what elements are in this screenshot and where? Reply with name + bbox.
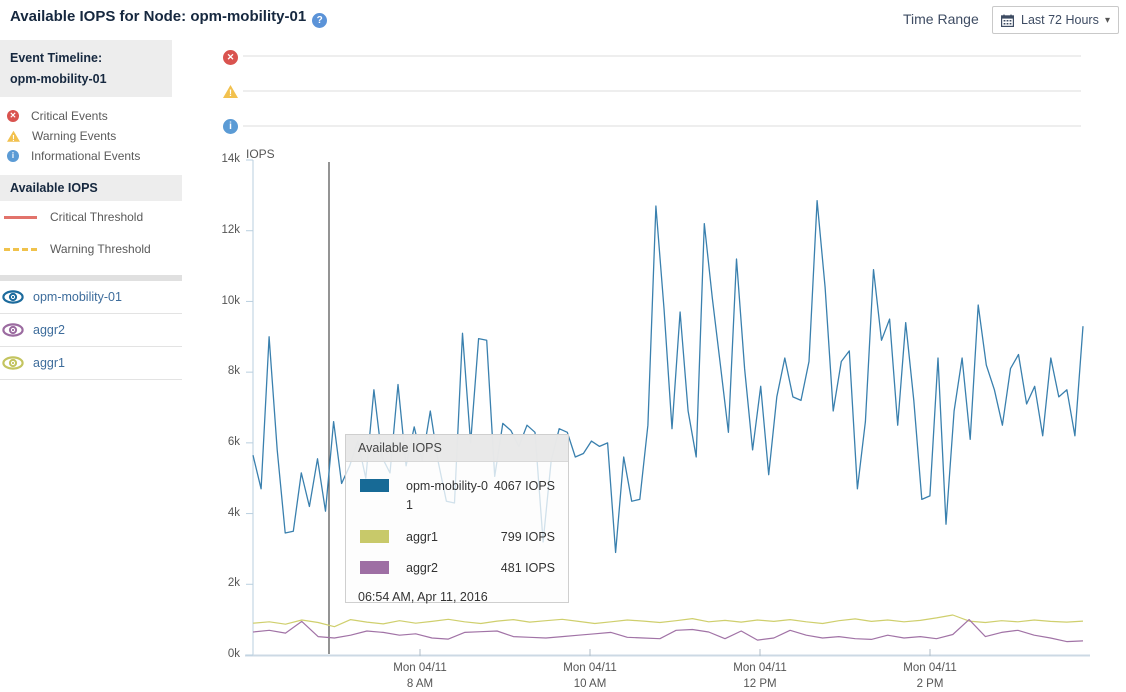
tooltip-series-name: aggr2	[406, 561, 438, 576]
warning-threshold-legend: Warning Threshold	[0, 233, 187, 265]
chevron-down-icon: ▾	[1104, 14, 1110, 26]
y-tick-label: 4k	[227, 507, 240, 519]
event-timeline-sidebar: Event Timeline: opm-mobility-01 ✕ Critic…	[0, 40, 187, 381]
legend-item-warning: ! Warning Events	[0, 126, 187, 146]
legend-label: Warning Events	[32, 129, 117, 144]
eye-icon	[2, 356, 24, 370]
tooltip-series-name: opm-mobility-01	[406, 479, 488, 512]
x-tick-date: Mon 04/11	[733, 662, 787, 674]
critical-threshold-legend: Critical Threshold	[0, 201, 187, 233]
x-tick-label: Mon 04/11 8 AM	[365, 660, 475, 692]
legend-label: Informational Events	[31, 149, 141, 164]
y-tick-label: 10k	[221, 295, 240, 307]
y-tick-label: 12k	[221, 224, 240, 236]
sidebar-divider	[0, 275, 182, 282]
event-timeline-title-line1: Event Timeline:	[10, 51, 103, 65]
tooltip-title: Available IOPS	[346, 435, 568, 462]
y-tick-label: 6k	[227, 436, 240, 448]
tooltip-series-value: 4067 IOPS	[493, 479, 555, 493]
available-iops-section-title: Available IOPS	[0, 175, 182, 202]
x-tick-date: Mon 04/11	[393, 662, 447, 674]
y-tick-label: 14k	[221, 153, 240, 165]
tooltip-row-aggr1: aggr1 799 IOPS	[358, 528, 556, 547]
eye-icon	[2, 323, 24, 337]
event-timeline-title-line2: opm-mobility-01	[10, 71, 107, 86]
y-axis-title: IOPS	[246, 147, 275, 161]
page-title-text: Available IOPS for Node: opm-mobility-01	[10, 8, 307, 25]
y-tick-label: 0k	[227, 648, 240, 660]
calendar-icon	[1001, 14, 1014, 27]
x-tick-label: Mon 04/11 10 AM	[535, 660, 645, 692]
x-tick-date: Mon 04/11	[563, 662, 617, 674]
series-color-swatch	[360, 561, 389, 575]
series-toggle-label: aggr2	[33, 323, 65, 338]
critical-circle-x-icon: ✕	[7, 110, 19, 123]
time-range-value: Last 72 Hours	[1021, 13, 1099, 27]
informational-lane-icon: i	[223, 119, 238, 134]
eye-icon	[2, 290, 24, 304]
tooltip-series-value: 481 IOPS	[500, 561, 555, 576]
time-range-dropdown[interactable]: Last 72 Hours ▾	[992, 6, 1119, 34]
x-tick-date: Mon 04/11	[903, 662, 957, 674]
warning-triangle-icon: !	[7, 130, 20, 142]
x-tick-label: Mon 04/11 2 PM	[875, 660, 985, 692]
series-toggle-opm-mobility-01[interactable]: opm-mobility-01	[0, 281, 182, 315]
threshold-label: Warning Threshold	[50, 242, 151, 257]
series-color-swatch	[360, 529, 389, 543]
page-title: Available IOPS for Node: opm-mobility-01…	[10, 8, 328, 28]
x-tick-time: 2 PM	[916, 678, 944, 691]
legend-item-informational: i Informational Events	[0, 146, 187, 166]
y-tick-label: 8k	[227, 365, 240, 377]
legend-item-critical: ✕ Critical Events	[0, 106, 187, 126]
chart-tooltip: Available IOPS opm-mobility-01 4067 IOPS…	[345, 434, 569, 604]
x-tick-time: 12 PM	[743, 678, 777, 691]
series-toggle-aggr1[interactable]: aggr1	[0, 347, 182, 381]
x-tick-time: 10 AM	[573, 678, 607, 691]
help-icon[interactable]: ?	[312, 13, 328, 28]
critical-threshold-swatch	[4, 215, 37, 219]
y-tick-label: 2k	[227, 577, 240, 589]
info-circle-icon: i	[7, 150, 19, 163]
series-color-swatch	[360, 479, 389, 492]
tooltip-row-aggr2: aggr2 481 IOPS	[358, 559, 556, 578]
warning-threshold-swatch	[4, 247, 37, 251]
event-timeline-title: Event Timeline: opm-mobility-01	[0, 40, 172, 98]
tooltip-row-opm-mobility-01: opm-mobility-01 4067 IOPS	[358, 477, 556, 515]
threshold-label: Critical Threshold	[50, 210, 144, 225]
tooltip-series-name: aggr1	[406, 529, 438, 544]
series-toggle-aggr2[interactable]: aggr2	[0, 314, 182, 348]
series-toggle-label: opm-mobility-01	[33, 290, 122, 305]
event-legend: ✕ Critical Events ! Warning Events i Inf…	[0, 106, 187, 166]
x-tick-time: 8 AM	[406, 678, 434, 691]
tooltip-timestamp: 06:54 AM, Apr 11, 2016	[358, 590, 488, 604]
time-range-label: Time Range	[903, 11, 979, 27]
tooltip-body: opm-mobility-01 4067 IOPS aggr1 799 IOPS…	[346, 462, 568, 604]
legend-label: Critical Events	[31, 109, 108, 124]
critical-lane-icon: ✕	[223, 50, 238, 65]
tooltip-series-value: 799 IOPS	[500, 529, 555, 544]
series-toggle-label: aggr1	[33, 356, 65, 371]
x-tick-label: Mon 04/11 12 PM	[705, 660, 815, 692]
